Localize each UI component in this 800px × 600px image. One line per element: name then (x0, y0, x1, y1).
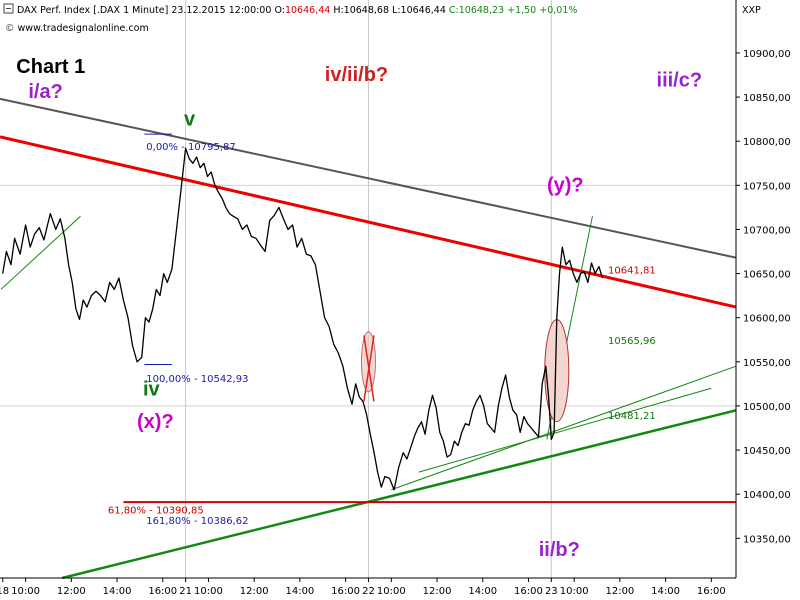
x-tick-label: 16:00 (331, 586, 360, 597)
annotation-label: iv/ii/b? (325, 64, 388, 86)
x-tick-label: 12:00 (57, 586, 86, 597)
x-tick-label: 12:00 (605, 586, 634, 597)
header-symbol: DAX Perf. Index [.DAX 1 Minute] 23.12.20… (17, 5, 271, 16)
annotation-label: 10565,96 (608, 336, 656, 347)
price-series (2, 147, 604, 491)
chart-header: DAX Perf. Index [.DAX 1 Minute] 23.12.20… (3, 3, 761, 34)
header-open-label: O: (274, 5, 285, 16)
y-tick-label: 10600,00 (743, 314, 791, 325)
x-tick-label: 16:00 (697, 586, 726, 597)
x-tick-label: 10:00 (11, 586, 40, 597)
annotation-label: 10481,21 (608, 411, 656, 422)
axis-unit-label: XXP (742, 5, 761, 16)
annotation-label: Chart 1 (16, 56, 85, 78)
y-tick-label: 10650,00 (743, 270, 791, 281)
annotation-label: ii/b? (539, 539, 580, 561)
x-tick-label: 12:00 (423, 586, 452, 597)
y-axis: 10900,00 10850,00 10800,00 10750,00 10700,00… (736, 49, 791, 545)
x-tick-label: 18 (0, 586, 9, 597)
y-tick-label: 10750,00 (743, 181, 791, 192)
source-icon: © (5, 23, 18, 34)
header-low: L:10646,44 (392, 5, 446, 16)
x-tick-label: 10:00 (377, 586, 406, 597)
y-tick-label: 10400,00 (743, 490, 791, 501)
y-tick-label: 10700,00 (743, 225, 791, 236)
trendline (0, 97, 737, 259)
header-close: C:10648,23 (449, 5, 504, 16)
x-tick-label: 22 (362, 586, 375, 597)
header-open: 10646,44 (285, 5, 330, 16)
header-high: H:10648,68 (333, 5, 389, 16)
y-tick-label: 10550,00 (743, 358, 791, 369)
x-tick-label: 14:00 (285, 586, 314, 597)
y-tick-label: 10450,00 (743, 446, 791, 457)
price-line (2, 147, 604, 491)
y-tick-label: 10500,00 (743, 402, 791, 413)
x-tick-label: 12:00 (240, 586, 269, 597)
y-tick-label: 10800,00 (743, 137, 791, 148)
overlays (0, 97, 737, 580)
x-tick-label: 10:00 (560, 586, 589, 597)
thin-trendline (0, 215, 81, 290)
x-tick-label: 10:00 (194, 586, 223, 597)
svg-text:© www.tradesignalonline.com: © www.tradesignalonline.com (5, 23, 149, 34)
annotation-label: v (184, 108, 196, 130)
annotation-label: 0,00% - 10795,87 (146, 142, 235, 153)
annotation-label: iv (143, 378, 161, 400)
annotations: Chart 1 i/a? iv/ii/b? iii/c? ii/b? v iv (x)? (y)… (16, 56, 702, 561)
y-tick-label: 10900,00 (743, 49, 791, 60)
x-tick-label: 16:00 (514, 586, 543, 597)
x-tick-label: 14:00 (103, 586, 132, 597)
cross-mark (363, 335, 375, 402)
annotation-label: 10641,81 (608, 266, 656, 277)
annotation-label: (x)? (137, 411, 174, 433)
header-change: +1,50 (507, 5, 536, 16)
annotation-label: (y)? (547, 174, 584, 196)
x-tick-label: 14:00 (651, 586, 680, 597)
x-tick-label: 16:00 (148, 586, 177, 597)
x-axis: 1810:0012:0014:0016:002110:0012:0014:001… (0, 578, 726, 597)
annotation-label: 161,80% - 10386,62 (146, 516, 248, 527)
x-tick-label: 21 (179, 586, 192, 597)
y-tick-label: 10850,00 (743, 93, 791, 104)
thin-trendline (418, 387, 712, 473)
x-tick-label: 23 (545, 586, 558, 597)
annotation-label: i/a? (28, 81, 62, 103)
grid (0, 0, 736, 578)
y-tick-label: 10350,00 (743, 534, 791, 545)
annotation-label: 100,00% - 10542,93 (146, 374, 248, 385)
x-tick-label: 14:00 (468, 586, 497, 597)
annotation-label: iii/c? (657, 69, 703, 91)
source-url: www.tradesignalonline.com (18, 23, 149, 34)
annotation-label: 61,80% - 10390,85 (108, 506, 204, 517)
header-change-pct: +0,01% (539, 5, 577, 16)
svg-text:DAX Perf. Index [.DAX 1 Minut: DAX Perf. Index [.DAX 1 Minute] 23.12.20… (17, 5, 577, 16)
thin-trendline (391, 365, 737, 491)
trendline (0, 135, 737, 309)
trendline (61, 409, 737, 580)
